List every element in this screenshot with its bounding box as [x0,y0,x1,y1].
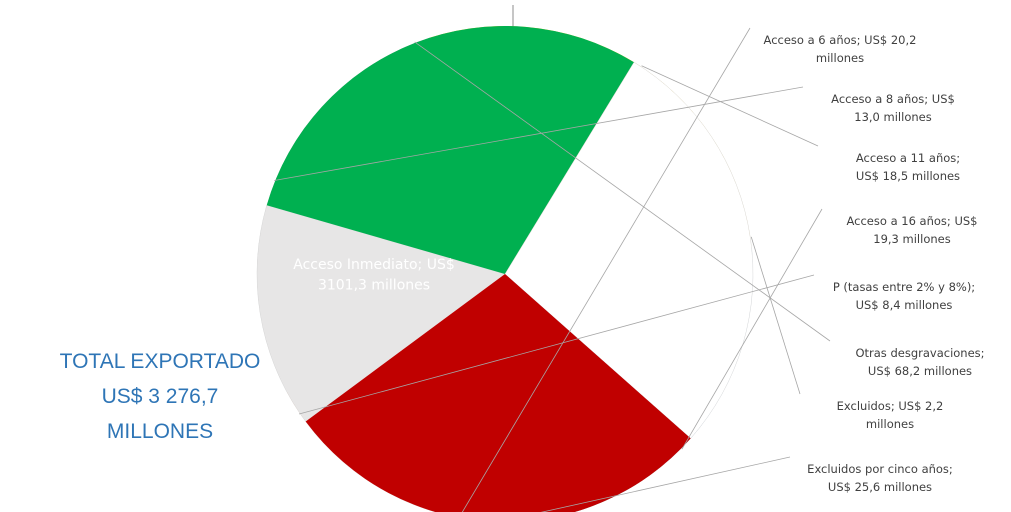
leader-line-p-tasas-entre-2-y-8 [298,274,815,415]
slice-label-acceso-a-11-anos: Acceso a 11 años; US$ 18,5 millones [856,151,960,183]
total-exported-line-1: TOTAL EXPORTADO [60,350,261,373]
slice-label-excluidos-por-cinco-anos: Excluidos por cinco años; US$ 25,6 millon… [807,462,953,494]
slice-label-otras-desgravaciones: Otras desgravaciones; US$ 68,2 millones [855,346,984,378]
leader-line-acceso-a-6-anos [461,27,751,512]
slice-label-p-tasas-entre-2-y-8: P (tasas entre 2% y 8%); US$ 8,4 millones [833,280,975,312]
slice-label-excluidos: Excluidos; US$ 2,2 millones [837,399,944,431]
leader-line-acceso-a-16-anos [681,208,823,450]
leader-line-excluidos [750,236,801,395]
leader-line-acceso-a-11-anos [641,65,819,147]
slice-label-acceso-a-6-anos: Acceso a 6 años; US$ 20,2 millones [764,33,917,65]
total-exported-line-2: US$ 3 276,7 [102,385,219,408]
slice-labels: Acceso a 6 años; US$ 20,2 millones Acceso … [293,33,984,494]
pie-slice-excluidos [504,61,754,439]
pie-slices [256,26,754,512]
pie-slice-excluidos-por-cinco-anos [305,274,691,512]
slice-label-acceso-a-16-anos: Acceso a 16 años; US$ 19,3 millones [847,214,978,246]
total-exported-line-3: MILLONES [107,420,213,443]
pie-slice-otras-desgravaciones [266,26,635,275]
leader-line-acceso-a-8-anos [274,86,804,181]
slice-label-acceso-a-8-anos: Acceso a 8 años; US$ 13,0 millones [831,92,955,124]
leader-line-otras-desgravaciones [414,41,831,342]
slice-label-acceso-inmediato: Acceso Inmediato; US$ 3101,3 millones [293,257,455,293]
